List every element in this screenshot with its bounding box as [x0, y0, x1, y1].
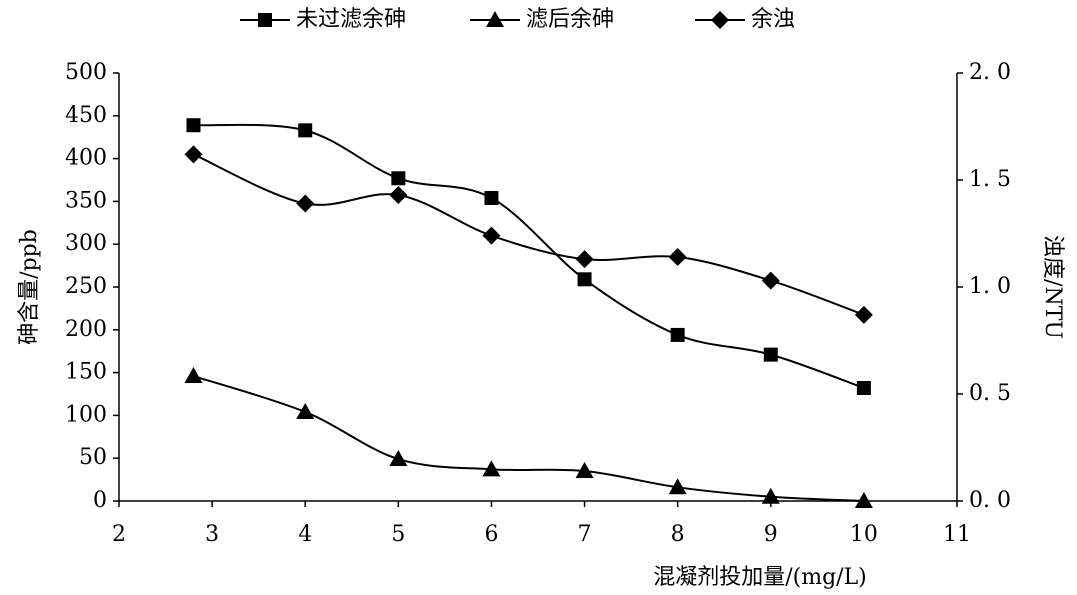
legend-marker: [711, 11, 729, 29]
legend-label: 余浊: [751, 7, 795, 32]
marker-square: [856, 381, 871, 396]
marker-triangle: [668, 478, 687, 495]
marker-triangle: [184, 367, 203, 384]
x-tick-label: 2: [112, 522, 126, 547]
marker-diamond: [296, 194, 315, 213]
marker-diamond: [184, 145, 203, 164]
y2-axis-label: 浊度/NTU: [1040, 235, 1065, 339]
marker-diamond: [761, 271, 780, 290]
x-tick-label: 5: [391, 522, 405, 547]
marker-diamond: [389, 185, 408, 204]
y-tick-label: 100: [65, 402, 107, 427]
y-tick-label: 200: [65, 317, 107, 342]
marker-diamond: [482, 226, 501, 245]
marker-diamond: [668, 248, 687, 267]
marker-diamond: [854, 305, 873, 324]
x-axis-label: 混凝剂投加量/(mg/L): [653, 565, 867, 590]
y2-tick-label: 0. 5: [969, 381, 1011, 406]
y-tick-label: 400: [65, 146, 107, 171]
y-tick-label: 450: [65, 103, 107, 128]
y2-tick-label: 1. 0: [969, 274, 1011, 299]
y-tick-label: 300: [65, 231, 107, 256]
y-axis-label: 砷含量/ppb: [17, 229, 42, 345]
y-tick-label: 500: [65, 60, 107, 85]
legend-label: 未过滤余砷: [296, 7, 406, 32]
x-tick-label: 10: [850, 522, 878, 547]
marker-triangle: [575, 462, 594, 479]
y2-tick-label: 0. 0: [969, 488, 1011, 513]
series-line: [193, 123, 865, 389]
x-tick-label: 4: [298, 522, 312, 547]
legend-marker: [486, 11, 504, 27]
x-tick-label: 3: [205, 522, 219, 547]
marker-square: [763, 347, 778, 362]
marker-triangle: [761, 487, 780, 504]
y-tick-label: 250: [65, 274, 107, 299]
marker-triangle: [389, 450, 408, 467]
marker-diamond: [575, 250, 594, 269]
marker-triangle: [296, 402, 315, 419]
y-tick-label: 0: [93, 488, 107, 513]
series-line: [193, 153, 865, 316]
y2-tick-label: 2. 0: [969, 60, 1011, 85]
x-tick-label: 9: [764, 522, 778, 547]
y-tick-label: 50: [79, 445, 107, 470]
marker-triangle: [854, 492, 873, 508]
x-tick-label: 6: [484, 522, 498, 547]
marker-square: [484, 190, 499, 205]
x-tick-label: 7: [578, 522, 592, 547]
y-tick-label: 150: [65, 360, 107, 385]
legend-marker: [258, 13, 272, 27]
y-tick-label: 350: [65, 188, 107, 213]
marker-square: [670, 327, 685, 342]
marker-square: [577, 272, 592, 287]
legend-label: 滤后余砷: [526, 7, 614, 32]
marker-square: [298, 123, 313, 138]
series-line: [193, 375, 864, 502]
x-tick-label: 8: [671, 522, 685, 547]
x-tick-label: 11: [943, 522, 971, 547]
y2-tick-label: 1. 5: [969, 167, 1011, 192]
marker-square: [391, 171, 406, 186]
marker-triangle: [482, 460, 501, 477]
marker-square: [186, 118, 201, 133]
